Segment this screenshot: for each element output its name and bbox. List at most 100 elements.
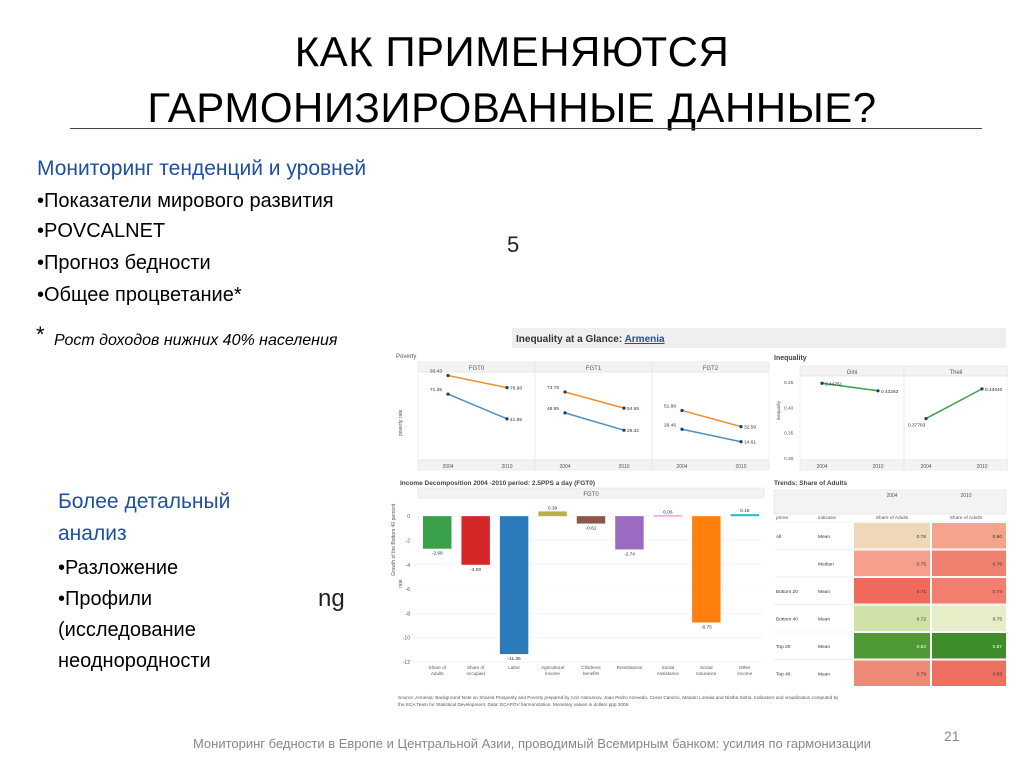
- decomposition-bar-5: [576, 516, 606, 524]
- inequality-chart-1-label-2: 0.43263: [881, 389, 899, 395]
- trends-row-6-cell-2010: [932, 660, 1006, 686]
- dashboard-header-bg: [512, 328, 1006, 348]
- decomposition-category-9: Other: [739, 665, 751, 670]
- poverty-chart-2-series-1-label-2: 54.65: [627, 406, 639, 412]
- decomposition-ytick-4: -6: [406, 587, 411, 593]
- trends-col-prime: prime: [776, 515, 788, 521]
- inequality-chart-1-point-2: [876, 389, 880, 393]
- inequality-chart-2-line: [925, 388, 983, 420]
- decomposition-bar-9: [730, 514, 759, 517]
- poverty-chart-1-series-1-label-1: 93.43: [430, 369, 442, 375]
- inequality-chart-2-xtick-2: 2010: [976, 464, 987, 470]
- poverty-chart-3-series-1-point-1: [680, 408, 684, 413]
- trends-row-1-prime: All: [776, 534, 781, 540]
- decomposition-category-3: Labor: [508, 665, 520, 670]
- poverty-chart-1-series-1-point-1: [446, 373, 450, 378]
- decomposition-chart-title: FGT0: [583, 492, 599, 498]
- decomposition-category-8: Social: [700, 665, 713, 670]
- trends-row-3-indicator: Mean: [818, 589, 830, 595]
- poverty-chart-1-series-2-label-2: 41.85: [510, 417, 522, 423]
- poverty-chart-3-axis-bar: [651, 459, 770, 471]
- decomposition-category-9-line2: income: [737, 671, 752, 676]
- poverty-chart-1-axis-bar: [417, 459, 536, 471]
- decomposition-ytick-6: -10: [403, 636, 410, 642]
- trends-row-5-cell-2010: [932, 633, 1006, 659]
- trends-share-table: 2004 2010 prime indicator Share of Adults Sha…: [773, 489, 1007, 686]
- trends-row-4-value-2010: 0.75: [993, 616, 1003, 622]
- trends-row-6-value-2004: 0.79: [917, 671, 927, 677]
- dashboard-svg: Inequality at a Glance: Armenia Poverty …: [391, 328, 1009, 707]
- poverty-chart-2-series-2-line: [564, 412, 625, 431]
- stray-character: 5: [507, 232, 520, 257]
- trends-row-6-cell-2004: [854, 660, 930, 686]
- poverty-chart-3-title: FGT2: [703, 366, 719, 372]
- inequality-chart-1-label-1: 0.44751: [825, 381, 843, 387]
- trends-row-1-value-2004: 0.76: [917, 534, 927, 540]
- decomposition-category-2-line2: occupied: [466, 671, 485, 676]
- inequality-chart-2-label-1: 0.37783: [908, 423, 926, 429]
- poverty-chart-3-series-1-label-1: 51.86: [664, 403, 676, 409]
- decomposition-category-8-line2: Insurance: [696, 671, 717, 676]
- poverty-chart-1-series-2-point-1: [446, 392, 450, 396]
- trends-row-1-cell-2004: [854, 523, 930, 549]
- section1-item-1: •Показатели мирового развития: [37, 190, 334, 212]
- poverty-chart-2-xtick-2: 2010: [618, 464, 629, 470]
- poverty-section-label: Poverty: [396, 354, 416, 360]
- poverty-chart-3-series-1-label-2: 32.59: [744, 425, 756, 431]
- poverty-chart-1-xtick-2: 2010: [501, 464, 512, 470]
- note-text: Рост доходов нижних 40% населения: [54, 332, 338, 349]
- trends-row-3-value-2010: 0.74: [993, 589, 1003, 595]
- decomposition-bar-1: [423, 516, 452, 549]
- decomposition-value-4: 0.39: [548, 505, 558, 511]
- poverty-chart-3-series-2-label-2: 14.61: [744, 440, 756, 446]
- decomposition-ytick-2: -2: [406, 538, 411, 544]
- decomposition-value-8: -8.75: [701, 625, 712, 631]
- trends-row-3-cell-2004: [854, 578, 930, 604]
- trends-header-bg: [773, 489, 1007, 515]
- inequality-line-charts: inequality 0.45 0.40 0.35 0.30 Gini 2004 2010 0.…: [776, 365, 1009, 471]
- trends-year-2004: 2004: [886, 493, 897, 499]
- poverty-chart-1-series-2-label-1: 71.35: [430, 387, 442, 393]
- poverty-line-charts: FGT0 2004 2010 93.43 78.98 71.35 41.85 FGT1 2004…: [417, 361, 770, 471]
- decomposition-bar-2: [461, 516, 490, 565]
- poverty-chart-1-series-2-line: [447, 393, 508, 420]
- decomposition-category-7: Social: [662, 665, 675, 670]
- decomposition-bar-3: [499, 516, 529, 655]
- inequality-chart-2-title: Theil: [949, 370, 962, 376]
- trends-row-3-value-2004: 0.71: [917, 589, 927, 595]
- poverty-chart-2-series-2-label-2: 28.32: [627, 428, 639, 434]
- slide-title: КАК ПРИМЕНЯЮТСЯ ГАРМОНИЗИРОВАННЫЕ ДАННЫЕ…: [0, 24, 1024, 136]
- decomposition-value-3: -11.35: [507, 656, 521, 662]
- poverty-chart-3-series-2-label-1: 29.46: [664, 422, 676, 428]
- poverty-chart-3-xtick-1: 2004: [676, 464, 687, 470]
- inequality-chart-1-point-1: [820, 381, 824, 385]
- trends-row-3-cell-2010: [932, 578, 1006, 604]
- trends-row-5-prime: Top 20: [776, 644, 791, 650]
- poverty-chart-2-axis-bar: [534, 459, 653, 471]
- poverty-chart-2-series-1-line: [564, 391, 625, 409]
- inequality-ytick-3: 0.35: [784, 431, 794, 437]
- trends-year-2010: 2010: [960, 493, 971, 499]
- decomposition-value-6: -2.74: [624, 551, 635, 557]
- decomposition-header-bar: [417, 487, 765, 499]
- poverty-axis-label: poverty rate: [398, 409, 404, 436]
- trends-col-share-2004: Share of Adults: [876, 515, 909, 521]
- trends-row-2-indicator: Median: [818, 561, 834, 567]
- decomposition-bar-8: [692, 516, 721, 623]
- footer-text: Мониторинг бедности в Европе и Центральн…: [192, 736, 872, 751]
- slide-title-line2: ГАРМОНИЗИРОВАННЫЕ ДАННЫЕ?: [147, 84, 877, 131]
- inequality-chart-2-point-2: [980, 387, 984, 391]
- trends-row-1-value-2010: 0.80: [993, 534, 1003, 540]
- decomposition-category-5-line2: benefits: [583, 671, 600, 676]
- poverty-chart-2-series-1-point-1: [563, 390, 567, 394]
- decomposition-ytick-1: 0: [407, 514, 410, 520]
- decomposition-ytick-7: -12: [403, 660, 410, 666]
- trends-row-4-indicator: Mean: [818, 616, 830, 622]
- trends-col-indicator: indicator: [818, 515, 837, 521]
- decomposition-category-4: Agricultural: [541, 665, 564, 670]
- trends-row-4-value-2004: 0.72: [917, 616, 927, 622]
- decomposition-value-5: -0.61: [586, 526, 597, 532]
- section2-item-2: •Профили: [58, 588, 153, 610]
- decomposition-category-1-line2: Adults: [431, 671, 444, 676]
